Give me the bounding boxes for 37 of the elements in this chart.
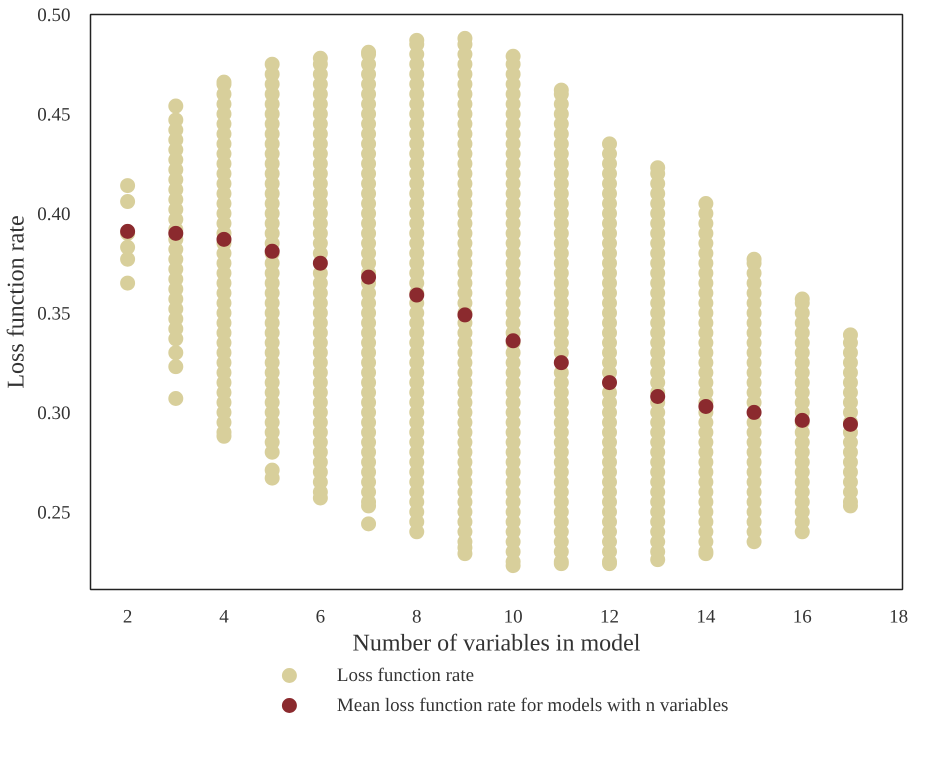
x-tick-label: 16 bbox=[792, 606, 812, 628]
x-tick-label: 12 bbox=[600, 606, 620, 628]
point bbox=[361, 516, 376, 532]
x-tick-label: 4 bbox=[219, 606, 230, 628]
point bbox=[120, 178, 136, 194]
point bbox=[168, 226, 184, 241]
point bbox=[650, 389, 666, 404]
x-tick-label: 10 bbox=[504, 606, 523, 628]
point bbox=[168, 359, 184, 374]
x-tick-label: 14 bbox=[696, 606, 716, 628]
point bbox=[216, 232, 232, 247]
legend-label: Mean loss function rate for models with n variables bbox=[336, 695, 728, 716]
point bbox=[120, 276, 136, 291]
point bbox=[361, 270, 376, 285]
y-tick-label: 0.50 bbox=[37, 5, 70, 26]
point bbox=[120, 252, 136, 267]
point bbox=[120, 194, 136, 210]
y-tick-label: 0.35 bbox=[37, 303, 70, 324]
point bbox=[168, 391, 184, 406]
y-tick-label: 0.25 bbox=[37, 502, 70, 524]
y-tick-label: 0.45 bbox=[37, 104, 70, 126]
x-axis-title: Number of variables in model bbox=[352, 630, 641, 656]
point bbox=[698, 398, 714, 414]
y-axis-title: Loss function rate bbox=[3, 215, 30, 389]
point bbox=[312, 256, 328, 271]
x-tick-label: 8 bbox=[412, 606, 422, 628]
point bbox=[168, 345, 184, 360]
x-tick-label: 2 bbox=[122, 606, 132, 628]
x-tick-label: 18 bbox=[889, 606, 908, 628]
point bbox=[168, 98, 184, 114]
point bbox=[746, 404, 762, 420]
legend-label: Loss function rate bbox=[336, 665, 474, 686]
point bbox=[554, 355, 569, 370]
x-tick-label: 6 bbox=[316, 606, 326, 628]
y-tick-label: 0.30 bbox=[37, 402, 70, 424]
point bbox=[602, 375, 618, 390]
y-tick-label: 0.40 bbox=[37, 204, 70, 225]
